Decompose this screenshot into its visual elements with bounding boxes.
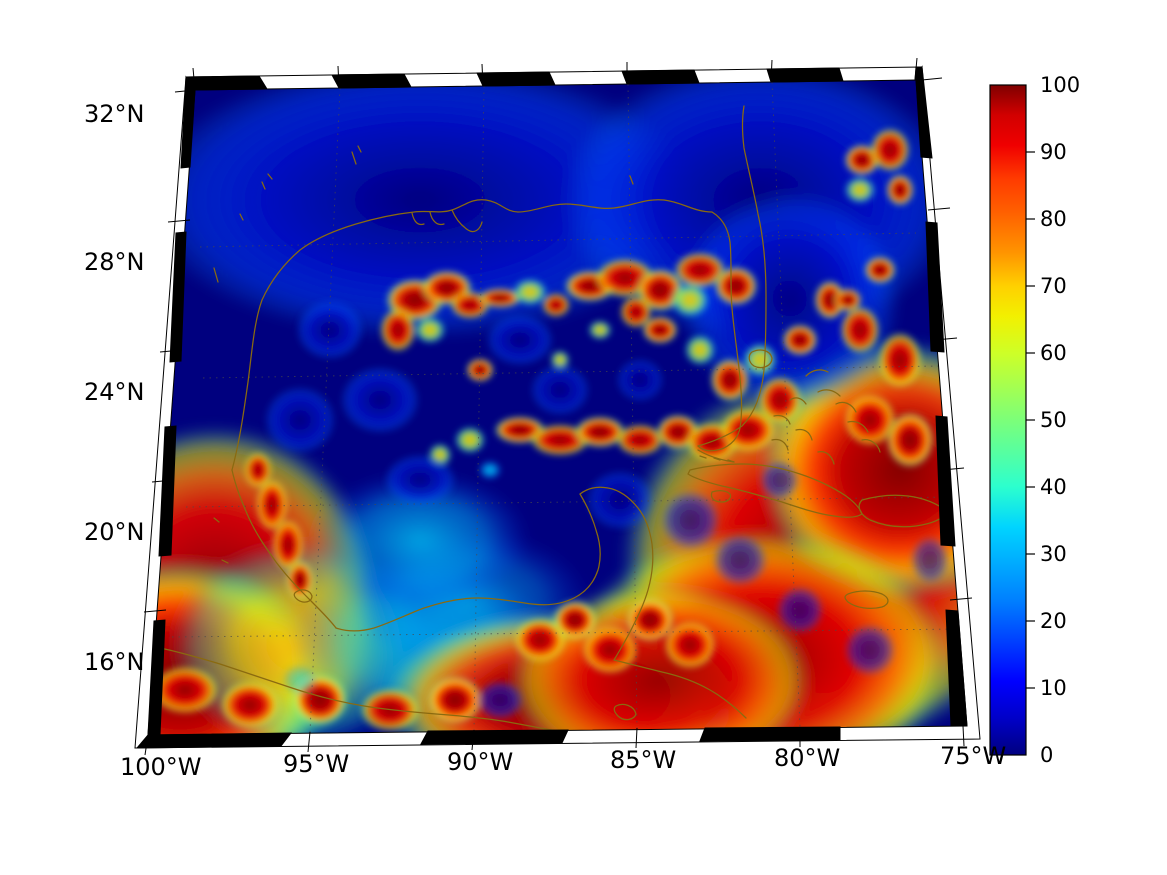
- latitude-tick-label: 28°N: [84, 248, 145, 276]
- colorbar-tick-labels: 0 10 20 30 40 50 60 70 80 90 100: [1040, 73, 1080, 767]
- longitude-tick-labels: 100°W 95°W 90°W 85°W 80°W 75°W: [120, 742, 1006, 781]
- colorbar-tick-label: 100: [1040, 73, 1080, 97]
- colorbar-tick-label: 30: [1040, 542, 1067, 566]
- latitude-tick-label: 24°N: [84, 378, 145, 406]
- colorbar-tick-label: 50: [1040, 408, 1067, 432]
- colorbar-ticks: [1026, 151, 1035, 689]
- longitude-tick-label: 95°W: [283, 750, 349, 778]
- background-field: [148, 80, 967, 735]
- colorbar-tick-label: 40: [1040, 475, 1067, 499]
- colorbar-tick-label: 80: [1040, 207, 1067, 231]
- map-panel: [134, 57, 981, 756]
- longitude-tick-label: 100°W: [120, 753, 202, 781]
- colorbar-tick-label: 90: [1040, 140, 1067, 164]
- latitude-tick-label: 16°N: [84, 648, 145, 676]
- longitude-tick-label: 90°W: [447, 748, 513, 776]
- graticule: [148, 81, 961, 735]
- colorbar-tick-label: 10: [1040, 676, 1067, 700]
- latitude-tick-labels: 16°N 20°N 24°N 28°N 32°N: [84, 100, 145, 676]
- map-frame: [134, 65, 981, 749]
- axis-ticks: [143, 57, 973, 756]
- longitude-tick-label: 85°W: [610, 746, 676, 774]
- coastline-layer: [159, 105, 949, 735]
- longitude-tick-label: 75°W: [940, 742, 1006, 770]
- colorbar-tick-label: 20: [1040, 609, 1067, 633]
- latitude-tick-label: 20°N: [84, 518, 145, 546]
- colorbar-gradient: [989, 84, 1027, 756]
- colorbar-tick-label: 70: [1040, 274, 1067, 298]
- longitude-tick-label: 80°W: [774, 744, 840, 772]
- colorbar[interactable]: 0 10 20 30 40 50 60 70 80 90 100: [989, 73, 1080, 767]
- latitude-tick-label: 32°N: [84, 100, 145, 128]
- colorbar-tick-label: 0: [1040, 743, 1053, 767]
- colorbar-tick-label: 60: [1040, 341, 1067, 365]
